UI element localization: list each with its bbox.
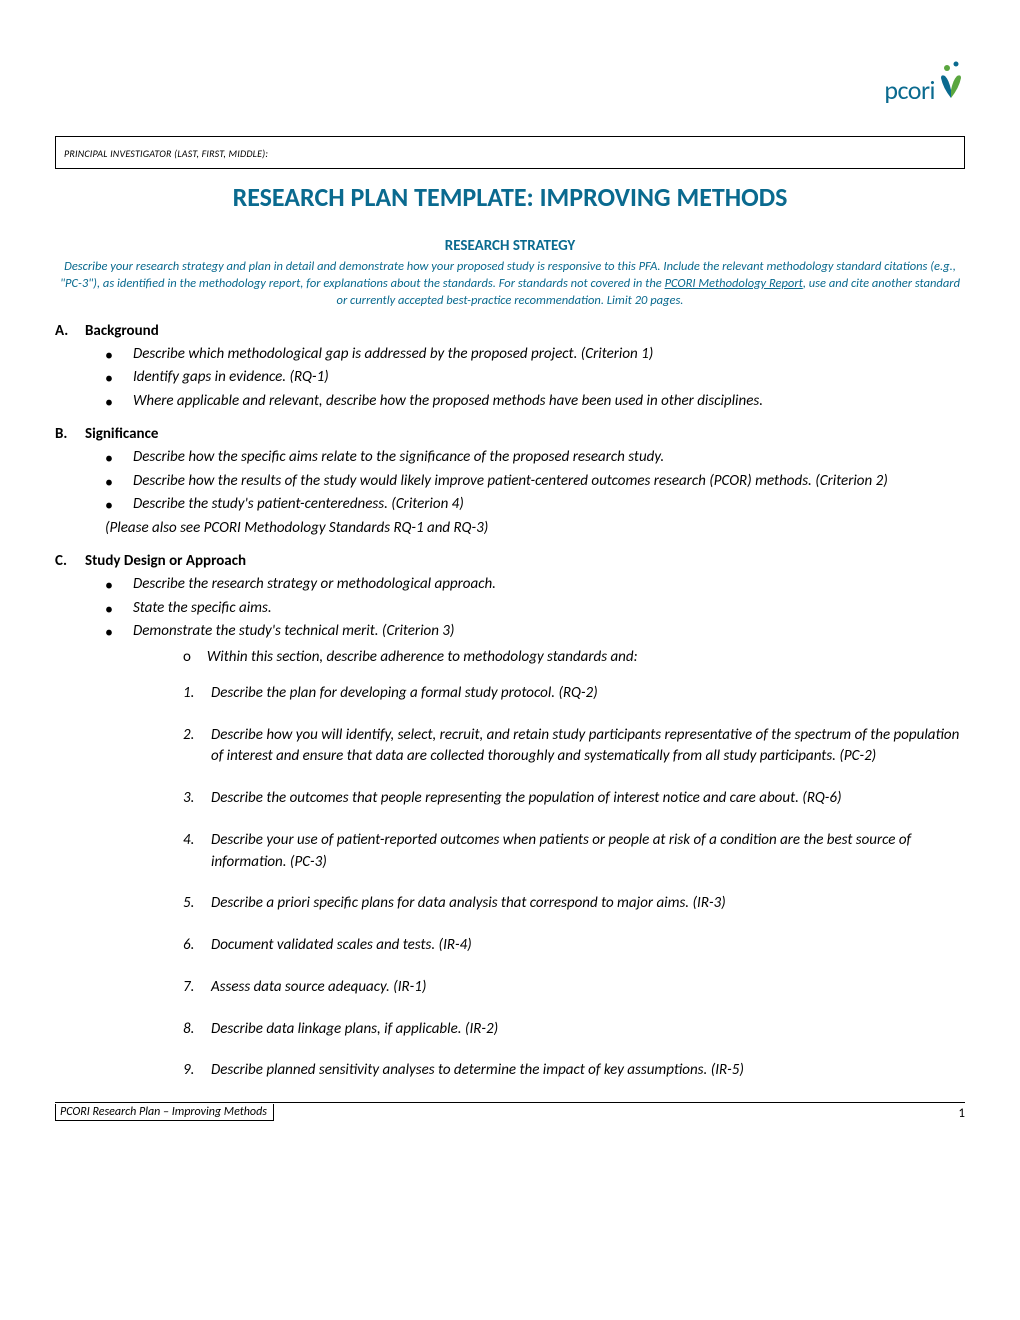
sub-text: Within this section, describe adherence … bbox=[207, 647, 638, 669]
section-b-title: Significance bbox=[85, 425, 158, 443]
strategy-intro: Describe your research strategy and plan… bbox=[55, 259, 965, 310]
list-item: Describe data linkage plans, if applicab… bbox=[183, 1019, 965, 1041]
page-number: 1 bbox=[958, 1106, 965, 1121]
list-item: Identify gaps in evidence. (RQ-1) bbox=[105, 367, 965, 389]
section-c-sub: o Within this section, describe adherenc… bbox=[183, 647, 965, 669]
logo-text: pcori bbox=[884, 74, 935, 106]
list-item: Describe a priori specific plans for dat… bbox=[183, 893, 965, 915]
list-item: Describe how you will identify, select, … bbox=[183, 725, 965, 769]
investigator-label: PRINCIPAL INVESTIGATOR (LAST, FIRST, MID… bbox=[64, 147, 268, 160]
list-item: Describe the study's patient-centerednes… bbox=[105, 494, 965, 516]
section-c-numbered: Describe the plan for developing a forma… bbox=[183, 683, 965, 1082]
list-item: Demonstrate the study's technical merit.… bbox=[105, 621, 965, 643]
section-c-letter: C. bbox=[55, 552, 71, 570]
circle-marker: o bbox=[183, 647, 191, 669]
section-a-title: Background bbox=[85, 322, 159, 340]
section-b-letter: B. bbox=[55, 425, 71, 443]
footer: PCORI Research Plan – Improving Methods … bbox=[55, 1102, 965, 1121]
list-item: State the specific aims. bbox=[105, 598, 965, 620]
section-b-heading: B. Significance bbox=[55, 425, 965, 443]
list-item: Describe the outcomes that people repres… bbox=[183, 788, 965, 810]
main-title: RESEARCH PLAN TEMPLATE: IMPROVING METHOD… bbox=[55, 181, 965, 213]
list-item: Describe how the results of the study wo… bbox=[105, 471, 965, 493]
methodology-report-link[interactable]: PCORI Methodology Report bbox=[665, 276, 803, 291]
list-item: Where applicable and relevant, describe … bbox=[105, 391, 965, 413]
list-item: Document validated scales and tests. (IR… bbox=[183, 935, 965, 957]
pcori-logo: pcori bbox=[884, 60, 965, 106]
section-a-letter: A. bbox=[55, 322, 71, 340]
logo-container: pcori bbox=[55, 60, 965, 106]
section-c-heading: C. Study Design or Approach bbox=[55, 552, 965, 570]
list-item: Describe the research strategy or method… bbox=[105, 574, 965, 596]
logo-icon bbox=[937, 60, 965, 102]
section-c-bullets: Describe the research strategy or method… bbox=[105, 574, 965, 643]
list-item: Describe the plan for developing a forma… bbox=[183, 683, 965, 705]
section-a-bullets: Describe which methodological gap is add… bbox=[105, 344, 965, 413]
section-b-bullets: Describe how the specific aims relate to… bbox=[105, 447, 965, 516]
section-c-title: Study Design or Approach bbox=[85, 552, 246, 570]
section-b-note: (Please also see PCORI Methodology Stand… bbox=[105, 518, 965, 540]
list-item: Describe how the specific aims relate to… bbox=[105, 447, 965, 469]
list-item: Describe planned sensitivity analyses to… bbox=[183, 1060, 965, 1082]
investigator-header-box: PRINCIPAL INVESTIGATOR (LAST, FIRST, MID… bbox=[55, 136, 965, 169]
strategy-heading: RESEARCH STRATEGY bbox=[55, 237, 965, 255]
section-a-heading: A. Background bbox=[55, 322, 965, 340]
list-item: Describe which methodological gap is add… bbox=[105, 344, 965, 366]
list-item: Describe your use of patient-reported ou… bbox=[183, 830, 965, 874]
list-item: Assess data source adequacy. (IR-1) bbox=[183, 977, 965, 999]
footer-title: PCORI Research Plan – Improving Methods bbox=[55, 1104, 274, 1121]
